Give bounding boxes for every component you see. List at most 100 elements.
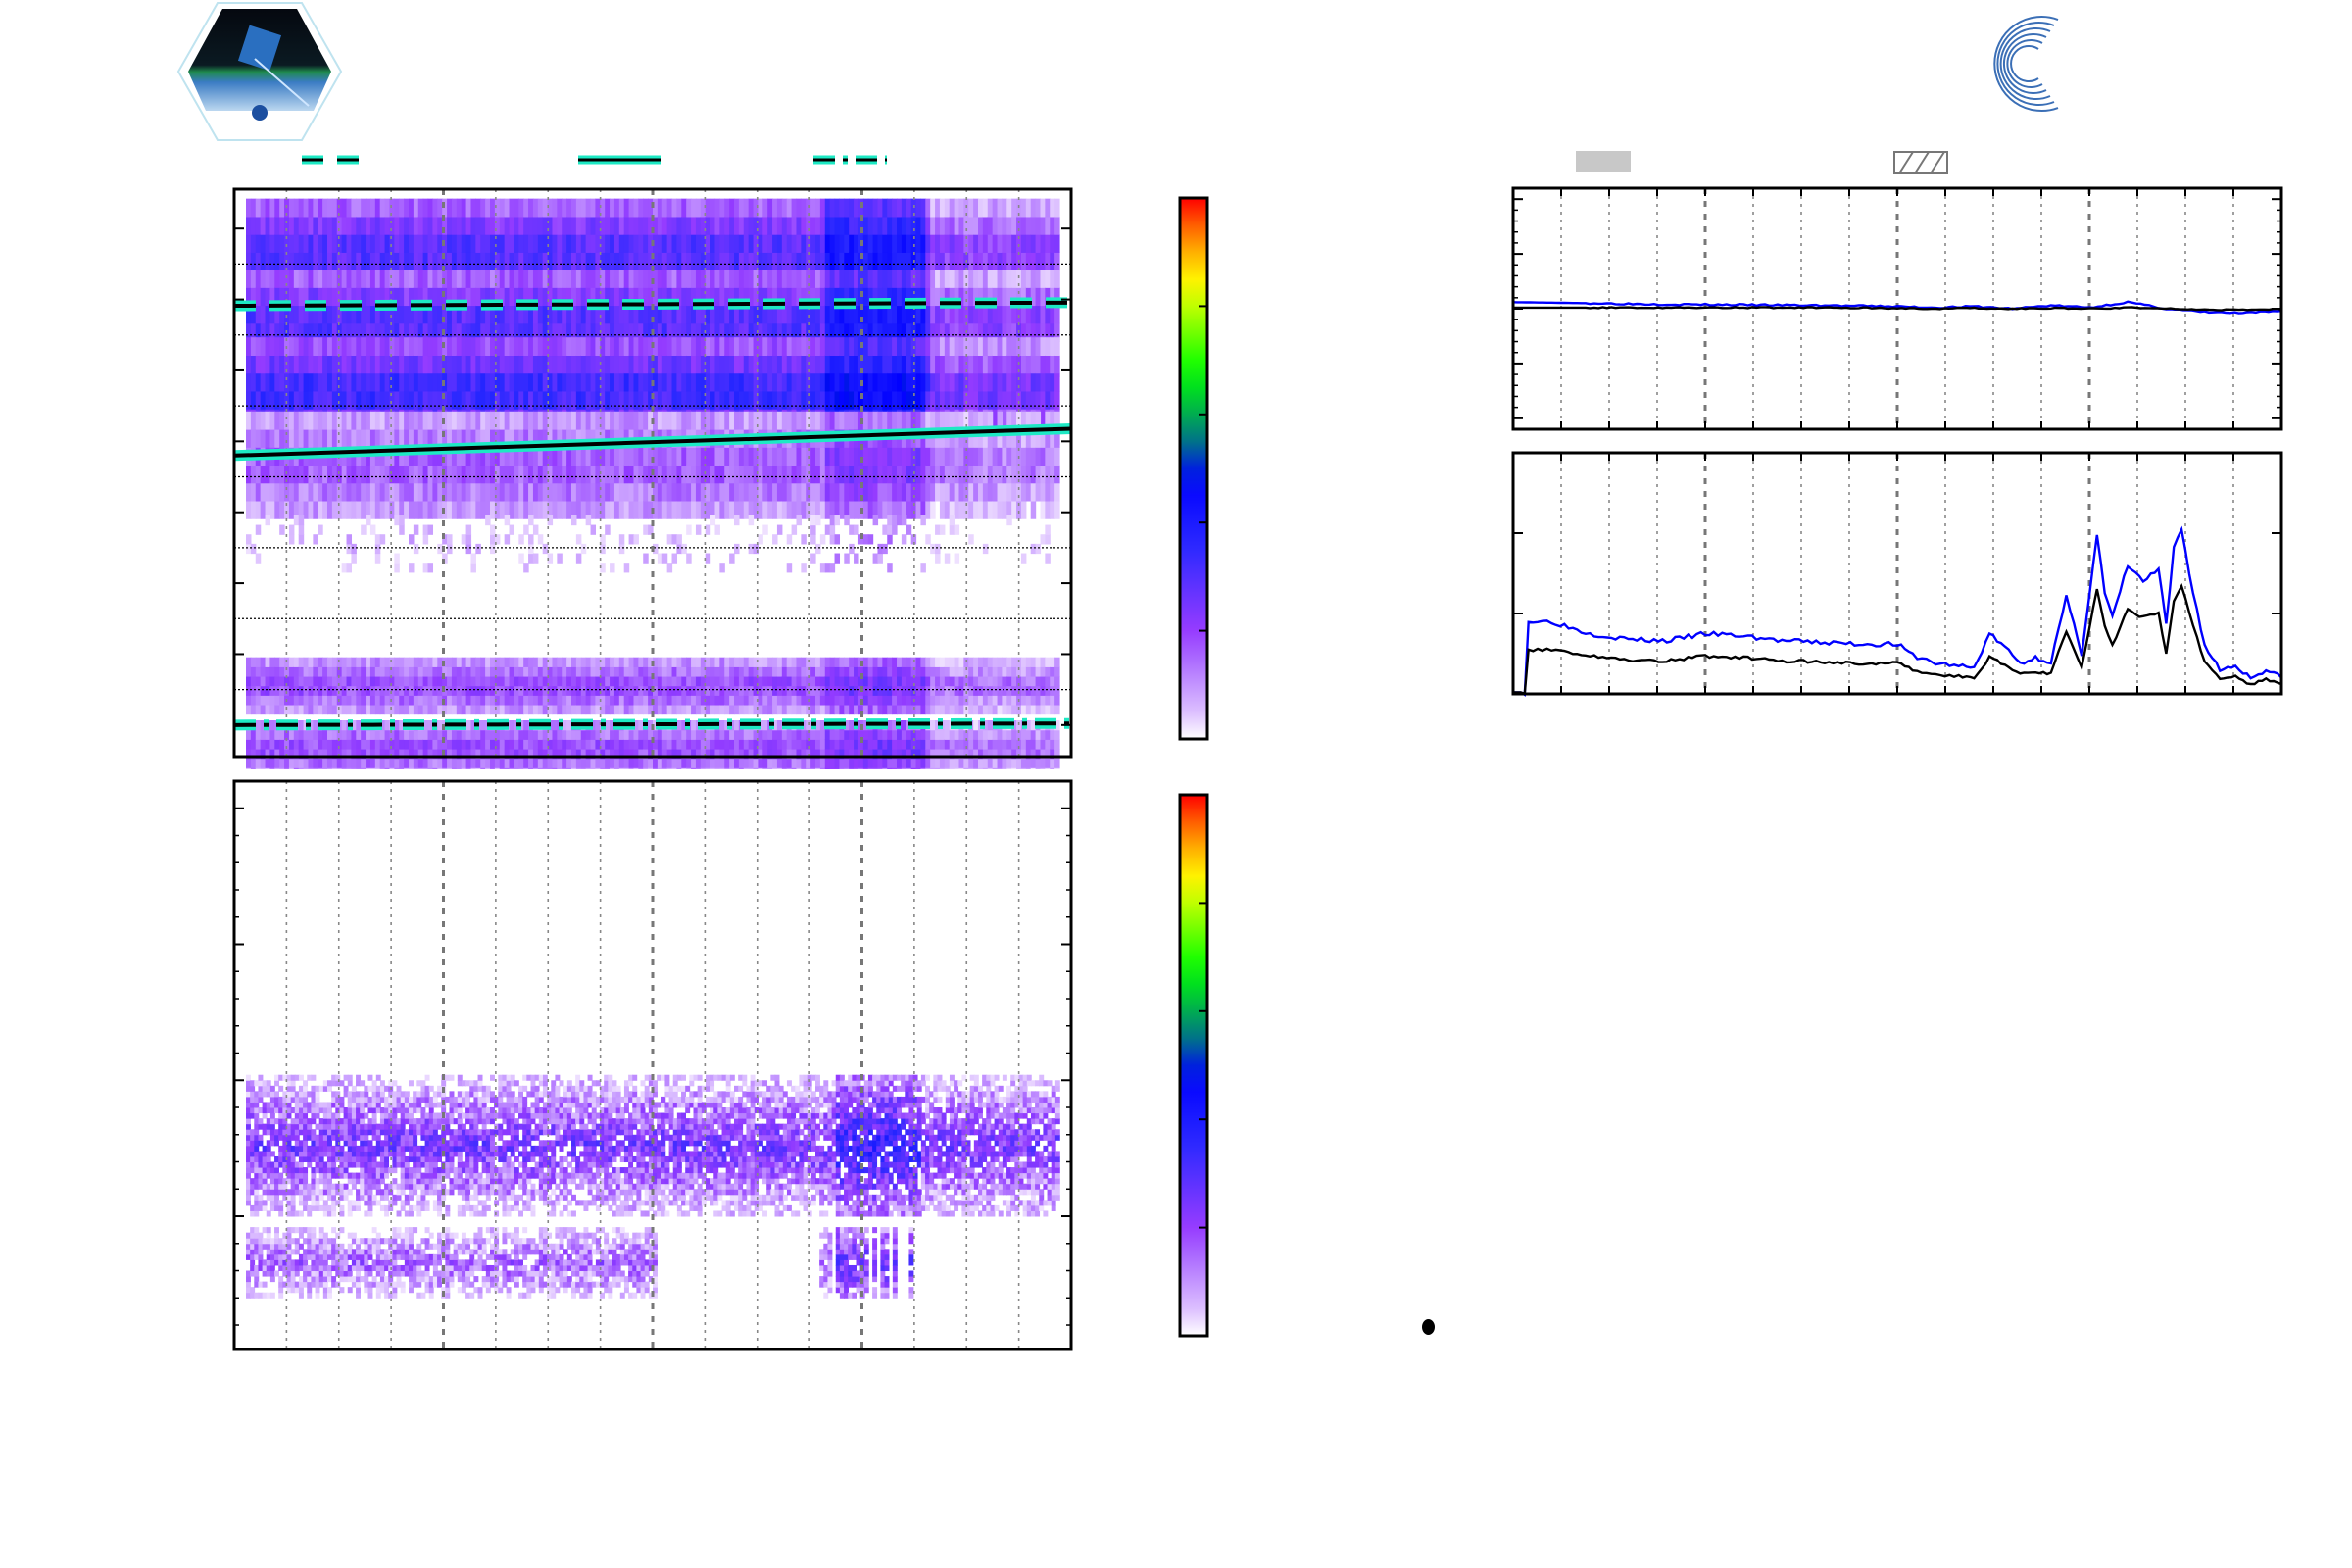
spectrogram-cell: [336, 482, 343, 502]
spectrogram-cell: [509, 270, 515, 288]
spectrogram-cell: [562, 482, 567, 502]
spectrogram-cell: [470, 563, 476, 573]
spectrogram-cell: [490, 198, 496, 218]
spectrogram-cell: [451, 234, 458, 253]
spectrogram-cell: [987, 355, 994, 374]
spectrogram-cell: [322, 482, 328, 502]
spectrogram-cell: [1040, 287, 1046, 307]
spectrogram-cell: [901, 322, 907, 342]
spectrogram-cell: [954, 337, 960, 357]
spectrogram-cell: [705, 695, 711, 706]
spectrogram-cell: [270, 666, 275, 677]
spectrogram-cell: [686, 524, 692, 535]
spectrogram-cell: [480, 666, 486, 677]
spectrogram-cell: [322, 305, 328, 324]
spectrogram-cell: [920, 322, 926, 342]
spectrogram-cell: [303, 704, 310, 715]
spectrogram-cell: [729, 198, 735, 218]
spectrogram-cell: [623, 500, 630, 519]
spectrogram-cell: [409, 695, 415, 706]
spectrogram-cell: [432, 666, 438, 677]
spectrogram-cell: [613, 482, 620, 502]
spectrogram-cell: [743, 704, 750, 715]
spectrogram-cell: [758, 685, 763, 696]
spectrogram-cell: [580, 704, 587, 715]
spectrogram-cell: [628, 252, 635, 271]
spectrogram-cell: [676, 666, 682, 677]
spectrogram-cell: [867, 252, 874, 271]
spectrogram-cell: [356, 216, 362, 235]
spectrogram-cell: [394, 695, 400, 706]
spectrogram-cell: [695, 675, 702, 687]
spectrogram-cell: [279, 305, 285, 324]
spectrogram-cell: [628, 482, 635, 502]
spectrogram-cell: [346, 543, 353, 555]
spectrogram-cell: [265, 287, 271, 307]
spectrogram-cell: [303, 695, 310, 706]
spectrogram-cell: [255, 553, 262, 564]
spectrogram-cell: [265, 704, 271, 715]
spectrogram-cell: [1050, 305, 1055, 324]
spectrogram-cell: [925, 355, 931, 374]
spectrogram-cell: [992, 372, 999, 392]
spectrogram-cell: [432, 429, 438, 448]
spectrogram-cell: [336, 270, 343, 288]
spectrogram-cell: [562, 252, 567, 271]
spectrogram-cell: [997, 305, 1004, 324]
spectrogram-cell: [451, 666, 458, 677]
spectrogram-cell: [1016, 234, 1022, 253]
spectrogram-cell: [456, 695, 463, 706]
spectrogram-cell: [910, 411, 917, 430]
spectrogram-cell: [494, 390, 501, 410]
spectrogram-cell: [509, 411, 515, 430]
spectrogram-cell: [963, 270, 969, 288]
spectrogram-cell: [552, 500, 558, 519]
spectrogram-cell: [528, 447, 534, 466]
spectrogram-cell: [796, 411, 802, 430]
spectrogram-cell: [1020, 411, 1027, 430]
spectrogram-cell: [466, 429, 472, 448]
spectrogram-cell: [944, 287, 951, 307]
spectrogram-cell: [279, 429, 285, 448]
spectrogram-cell: [796, 685, 802, 696]
spectrogram-cell: [714, 234, 720, 253]
spectrogram-cell: [734, 305, 740, 324]
spectrogram-cell: [714, 704, 720, 715]
spectrogram-cell: [978, 390, 984, 410]
spectrogram-cell: [552, 657, 558, 667]
spectrogram-cell: [504, 666, 511, 677]
spectrogram-cell: [681, 685, 687, 696]
spectrogram-cell: [566, 411, 572, 430]
spectrogram-cell: [394, 685, 400, 696]
spectrogram-cell: [518, 198, 524, 218]
spectrogram-cell: [671, 270, 678, 288]
spectrogram-cell: [518, 390, 524, 410]
spectrogram-cell: [528, 657, 534, 667]
spectrogram-cell: [1045, 390, 1051, 410]
spectrogram-cell: [714, 337, 720, 357]
spectrogram-cell: [356, 685, 362, 696]
spectrogram-cell: [978, 305, 984, 324]
spectrogram-cell: [590, 252, 597, 271]
spectrogram-cell: [781, 675, 788, 687]
spectrogram-cell: [532, 390, 539, 410]
spectrogram-cell: [753, 234, 760, 253]
spectrogram-cell: [710, 337, 716, 357]
spectrogram-cell: [298, 322, 305, 342]
spectrogram-cell: [575, 465, 582, 484]
spectrogram-cell: [963, 482, 969, 502]
spectrogram-cell: [356, 234, 362, 253]
spectrogram-cell: [1016, 429, 1022, 448]
spectrogram-cell: [920, 465, 926, 484]
spectrogram-cell: [968, 465, 974, 484]
spectrogram-cell: [451, 704, 458, 715]
spectrogram-cell: [772, 411, 778, 430]
spectrogram-cell: [758, 198, 763, 218]
spectrogram-cell: [1054, 482, 1060, 502]
spectrogram-cell: [318, 657, 323, 667]
spectrogram-cell: [532, 252, 539, 271]
spectrogram-cell: [1011, 411, 1017, 430]
spectrogram-cell: [279, 411, 285, 430]
spectrogram-cell: [442, 666, 448, 677]
spectrogram-cell: [331, 465, 338, 484]
